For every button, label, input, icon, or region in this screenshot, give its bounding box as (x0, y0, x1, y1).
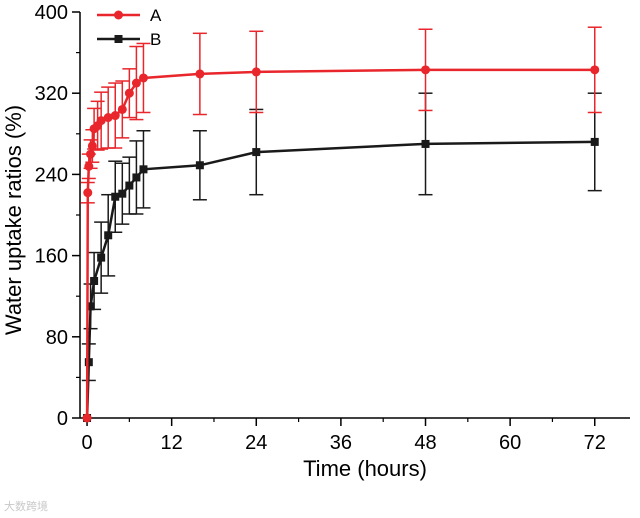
data-point-a (195, 69, 205, 79)
legend-label-a: A (150, 6, 162, 25)
data-point-b (195, 161, 204, 170)
data-point-b (132, 173, 141, 182)
x-tick-label: 48 (414, 432, 436, 454)
x-tick-label: 60 (499, 432, 521, 454)
data-point-b (252, 148, 261, 157)
series-a (80, 26, 602, 423)
y-tick-label: 80 (46, 327, 68, 349)
x-axis-label: Time (hours) (303, 456, 427, 481)
data-point-a (86, 149, 96, 159)
data-point-a (124, 88, 134, 98)
x-tick-label: 12 (161, 432, 183, 454)
plot-area: 0 12 24 36 48 60 72 0 80 160 240 320 400 AB (35, 2, 630, 454)
legend-label-b: B (150, 30, 161, 49)
series-line-a (85, 68, 595, 419)
series-b (81, 92, 602, 422)
data-point-b (84, 358, 93, 367)
y-tick-label: 320 (35, 83, 68, 105)
data-point-a (138, 73, 148, 83)
watermark-logo: 大数跨境 (4, 500, 48, 513)
data-point-a (87, 141, 97, 151)
x-tick-label: 72 (584, 432, 606, 454)
data-point-a (83, 188, 93, 198)
data-point-b (104, 231, 113, 240)
data-point-b (90, 276, 99, 285)
data-point-b (111, 192, 120, 201)
legend-marker-b (114, 35, 123, 43)
data-point-a (110, 111, 120, 121)
y-tick-label: 400 (35, 2, 68, 24)
data-point-a (103, 113, 113, 123)
legend: AB (97, 6, 162, 49)
data-point-b (125, 181, 134, 190)
data-point-b (590, 137, 599, 146)
data-point-b (118, 189, 127, 198)
data-point-a (131, 78, 141, 88)
legend-marker-a (114, 10, 123, 20)
x-tick-label: 0 (81, 432, 92, 454)
data-point-a (251, 67, 261, 77)
x-tick-label: 24 (245, 432, 267, 454)
data-point-a (117, 104, 127, 114)
data-point-a (84, 161, 94, 171)
data-point-a (82, 413, 92, 423)
x-tick-label: 36 (330, 432, 352, 454)
y-axis-label: Water uptake ratios (%) (1, 105, 26, 335)
data-point-b (97, 253, 106, 262)
data-point-b (139, 165, 148, 174)
data-point-a (590, 65, 600, 75)
y-tick-label: 0 (57, 408, 68, 430)
data-point-b (86, 302, 95, 311)
y-tick-label: 240 (35, 164, 68, 186)
series-line-b (85, 140, 595, 419)
data-point-a (96, 116, 106, 126)
y-tick-label: 160 (35, 246, 68, 268)
data-point-b (421, 139, 430, 148)
data-point-a (421, 65, 431, 75)
